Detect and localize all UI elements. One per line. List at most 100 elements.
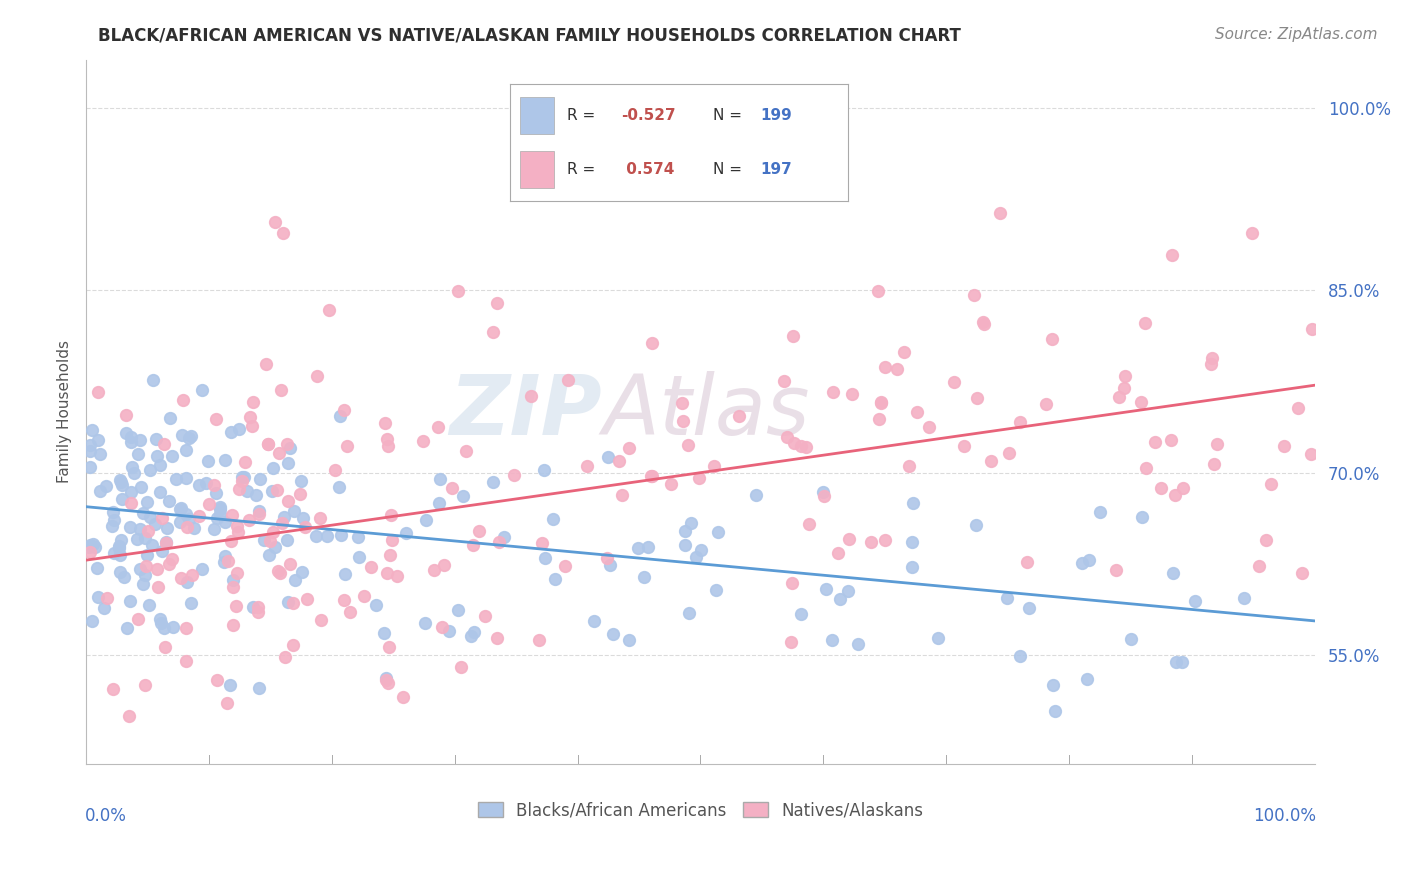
Point: [474, 609, 496, 624]
Point: [270, 383, 292, 397]
Point: [214, 549, 236, 563]
Point: [447, 603, 470, 617]
Point: [782, 329, 804, 343]
Point: [554, 558, 576, 573]
Point: [79, 443, 101, 458]
Point: [640, 468, 662, 483]
Point: [79, 459, 101, 474]
Point: [110, 475, 132, 489]
Point: [222, 580, 245, 594]
Point: [1206, 437, 1229, 451]
Point: [676, 438, 699, 452]
Legend: Blacks/African Americans, Natives/Alaskans: Blacks/African Americans, Natives/Alaska…: [478, 801, 924, 820]
Point: [1077, 552, 1099, 566]
Point: [225, 599, 247, 613]
Point: [150, 511, 173, 525]
Point: [1010, 648, 1032, 663]
Point: [1114, 369, 1136, 384]
Text: 100.0%: 100.0%: [1253, 806, 1316, 824]
Point: [1233, 591, 1256, 605]
Point: [160, 551, 183, 566]
Point: [181, 567, 204, 582]
Point: [238, 513, 260, 527]
Point: [966, 391, 988, 405]
Point: [121, 460, 143, 475]
Point: [318, 302, 340, 317]
Point: [375, 671, 398, 685]
Point: [101, 505, 124, 519]
Point: [132, 576, 155, 591]
Point: [1199, 357, 1222, 371]
Point: [575, 459, 598, 474]
Point: [294, 520, 316, 534]
Point: [972, 315, 994, 329]
Point: [231, 469, 253, 483]
Point: [273, 226, 295, 240]
Point: [873, 359, 896, 374]
Point: [440, 481, 463, 495]
Point: [240, 419, 263, 434]
Point: [1164, 655, 1187, 669]
Point: [437, 624, 460, 638]
Point: [534, 551, 557, 566]
Point: [823, 385, 845, 400]
Point: [129, 433, 152, 447]
Point: [256, 436, 278, 450]
Point: [156, 521, 179, 535]
Point: [973, 317, 995, 331]
Point: [219, 425, 242, 439]
Point: [1286, 401, 1309, 416]
Point: [87, 433, 110, 447]
Point: [242, 600, 264, 615]
Point: [139, 510, 162, 524]
Point: [1129, 395, 1152, 409]
Point: [1173, 481, 1195, 495]
Point: [115, 408, 138, 422]
Point: [672, 414, 695, 428]
Point: [228, 482, 250, 496]
Point: [502, 468, 524, 483]
Point: [381, 533, 404, 547]
Point: [169, 502, 191, 516]
Point: [901, 496, 924, 510]
Point: [290, 487, 312, 501]
Point: [93, 600, 115, 615]
Point: [179, 432, 201, 446]
Point: [346, 530, 368, 544]
Point: [1070, 556, 1092, 570]
Point: [413, 616, 436, 631]
Point: [870, 396, 893, 410]
Point: [433, 558, 456, 573]
Point: [202, 522, 225, 536]
Point: [277, 456, 299, 470]
Point: [79, 544, 101, 558]
Point: [901, 559, 924, 574]
Point: [707, 525, 730, 540]
Point: [247, 508, 270, 522]
Point: [866, 284, 889, 298]
Point: [136, 524, 159, 538]
Point: [226, 525, 249, 540]
Point: [128, 522, 150, 536]
Point: [602, 626, 624, 640]
Point: [214, 515, 236, 529]
Point: [796, 440, 818, 454]
Point: [149, 458, 172, 473]
Point: [901, 535, 924, 549]
Point: [149, 485, 172, 500]
Point: [131, 480, 153, 494]
Point: [108, 473, 131, 487]
Point: [640, 336, 662, 351]
Point: [837, 583, 859, 598]
Y-axis label: Family Households: Family Households: [58, 341, 72, 483]
Point: [264, 540, 287, 554]
Point: [309, 613, 332, 627]
Point: [1184, 594, 1206, 608]
Point: [245, 487, 267, 501]
Point: [893, 344, 915, 359]
Point: [291, 511, 314, 525]
Point: [1130, 510, 1153, 524]
Point: [138, 599, 160, 613]
Point: [152, 436, 174, 450]
Point: [205, 412, 228, 426]
